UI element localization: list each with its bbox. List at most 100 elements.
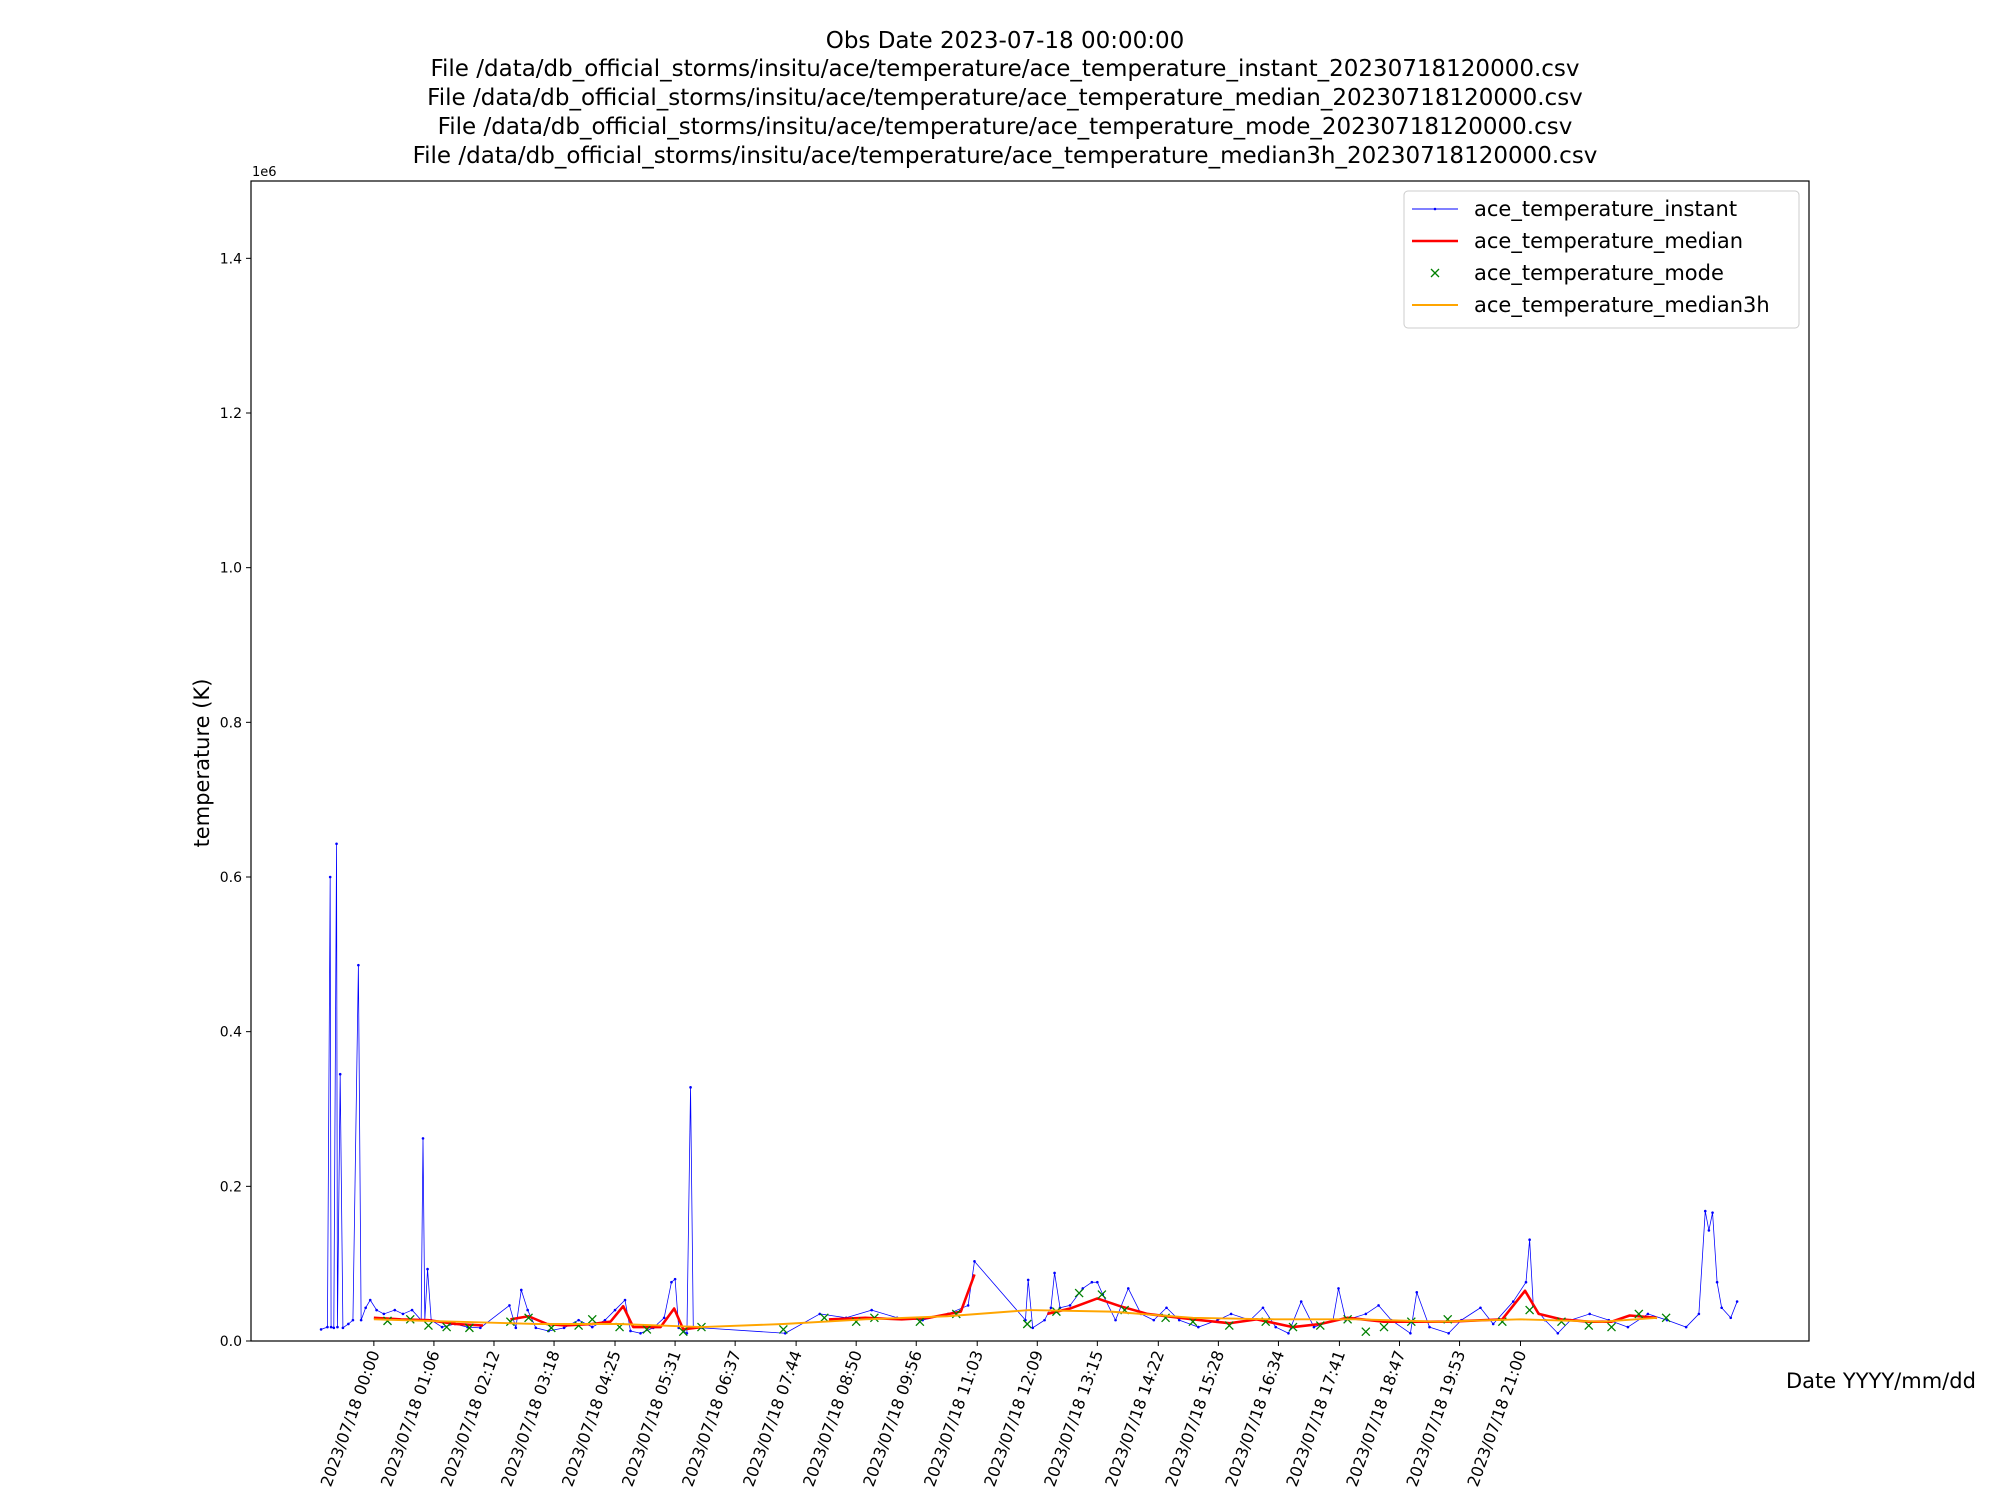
x-marker xyxy=(1188,1317,1198,1327)
point-marker xyxy=(1703,1209,1707,1213)
point-marker xyxy=(1528,1238,1531,1241)
legend-label: ace_temperature_median xyxy=(1474,229,1743,254)
point-marker xyxy=(613,1308,617,1312)
legend-box xyxy=(1403,190,1800,329)
point-marker xyxy=(966,1304,970,1307)
x-marker xyxy=(464,1323,474,1333)
chart-title: File /data/db_official_storms/insitu/ace… xyxy=(427,85,1583,111)
point-marker xyxy=(1299,1300,1303,1303)
point-marker xyxy=(1053,1271,1056,1275)
point-marker xyxy=(1031,1326,1035,1330)
point-marker xyxy=(1479,1306,1482,1310)
point-marker xyxy=(1337,1287,1340,1290)
point-marker xyxy=(1049,1306,1053,1310)
point-marker xyxy=(1026,1278,1030,1282)
point-marker xyxy=(375,1308,378,1312)
x-marker xyxy=(1224,1321,1234,1330)
y-tick-label: 1.4 xyxy=(220,251,242,267)
chart-title: File /data/db_official_storms/insitu/ace… xyxy=(413,143,1598,169)
point-marker xyxy=(1684,1325,1688,1329)
point-marker xyxy=(1377,1304,1380,1307)
plot-frame xyxy=(250,180,1810,1342)
point-marker xyxy=(368,1298,372,1302)
point-marker xyxy=(329,1325,333,1329)
point-marker xyxy=(338,1072,342,1076)
point-marker xyxy=(426,1267,429,1271)
x-marker xyxy=(1557,1317,1566,1327)
point-marker xyxy=(629,1329,632,1333)
point-marker xyxy=(1312,1325,1316,1329)
point-marker xyxy=(562,1326,566,1330)
y-tick-label: 1.2 xyxy=(220,406,242,422)
point-marker xyxy=(603,1318,607,1322)
point-marker xyxy=(347,1322,350,1326)
x-marker xyxy=(442,1322,452,1332)
x-marker xyxy=(1361,1327,1371,1337)
x-marker xyxy=(1288,1322,1298,1332)
point-marker xyxy=(1090,1280,1094,1284)
point-marker xyxy=(401,1312,405,1316)
x-marker xyxy=(505,1317,515,1327)
x-marker xyxy=(405,1314,415,1324)
chart-title: File /data/db_official_storms/insitu/ace… xyxy=(430,56,1579,82)
point-marker xyxy=(393,1308,397,1312)
series-line xyxy=(320,843,1738,1334)
y-tick-label: 0.0 xyxy=(220,1334,242,1350)
y-axis-label: temperature (K) xyxy=(190,679,214,848)
x-marker xyxy=(524,1313,534,1323)
y-tick-label: 0.8 xyxy=(220,715,242,731)
point-marker xyxy=(328,875,332,879)
x-marker xyxy=(423,1321,433,1330)
point-marker xyxy=(1588,1312,1591,1316)
point-marker xyxy=(359,1318,363,1322)
point-marker xyxy=(364,1306,367,1310)
point-marker xyxy=(1197,1325,1200,1329)
point-marker xyxy=(1364,1312,1368,1316)
x-marker xyxy=(1634,1309,1644,1319)
point-marker xyxy=(1177,1318,1181,1322)
legend-label: ace_temperature_mode xyxy=(1474,261,1724,286)
point-marker xyxy=(1556,1331,1560,1335)
point-marker xyxy=(1068,1304,1072,1307)
point-marker xyxy=(639,1331,642,1335)
point-marker xyxy=(1165,1306,1168,1310)
x-marker xyxy=(1584,1321,1594,1330)
x-marker xyxy=(1022,1319,1032,1329)
x-marker xyxy=(1097,1290,1107,1300)
point-marker xyxy=(514,1326,518,1330)
y-tick-label: 1.0 xyxy=(220,561,242,577)
x-marker xyxy=(546,1323,556,1333)
y-tick-label: 0.4 xyxy=(220,1025,242,1041)
y-tick-label: 0.2 xyxy=(220,1179,242,1195)
point-marker xyxy=(1707,1229,1711,1232)
x-marker xyxy=(778,1324,788,1334)
x-marker xyxy=(383,1316,392,1326)
x-marker xyxy=(869,1313,879,1323)
point-marker xyxy=(351,1318,355,1322)
point-marker xyxy=(870,1308,873,1312)
y-tick-label: 0.6 xyxy=(220,870,242,886)
x-marker xyxy=(1315,1321,1325,1330)
point-marker xyxy=(1524,1280,1528,1284)
point-marker xyxy=(1715,1280,1719,1284)
point-marker xyxy=(508,1304,511,1307)
x-marker xyxy=(1379,1322,1389,1332)
point-marker xyxy=(1711,1211,1714,1214)
point-marker xyxy=(1626,1325,1630,1329)
point-marker xyxy=(1720,1306,1723,1310)
point-marker xyxy=(319,1328,323,1331)
point-marker xyxy=(1697,1312,1701,1316)
point-marker xyxy=(519,1288,523,1292)
point-marker xyxy=(1646,1312,1650,1316)
point-marker xyxy=(326,1325,329,1329)
x-marker xyxy=(915,1317,925,1327)
point-marker xyxy=(973,1260,976,1263)
x-marker xyxy=(1525,1305,1535,1315)
point-marker xyxy=(526,1308,529,1312)
point-marker xyxy=(1043,1318,1046,1322)
x-marker xyxy=(587,1314,597,1324)
point-marker xyxy=(1428,1325,1431,1329)
point-marker xyxy=(335,842,338,846)
point-marker xyxy=(623,1298,627,1302)
